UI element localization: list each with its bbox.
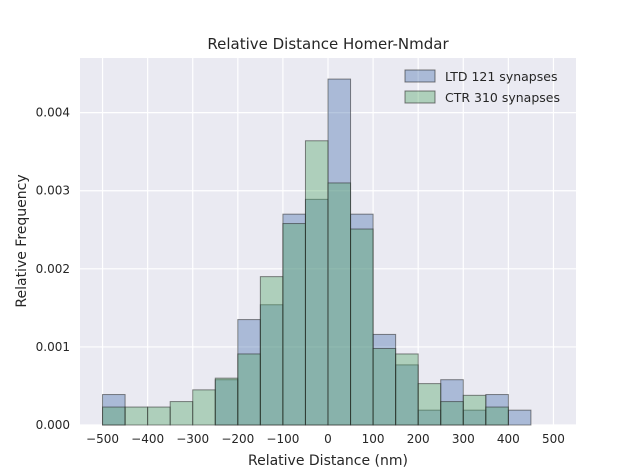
legend-swatch-ctr [404, 90, 436, 104]
bar-series1-bin3 [169, 401, 194, 426]
bar-series1-bin1 [124, 406, 149, 426]
bar-series1-bin10 [327, 182, 352, 426]
x-tick-label-6: 100 [362, 432, 385, 446]
x-axis-title: Relative Distance (nm) [248, 453, 408, 469]
legend-label-ctr: CTR 310 synapses [445, 90, 560, 105]
y-tick-label-4: 0.004 [36, 106, 70, 120]
bar-series1-bin14 [417, 383, 442, 426]
legend-swatch-ltd [404, 69, 436, 83]
bar-series1-bin11 [350, 228, 374, 426]
x-tick-label-1: −400 [131, 432, 164, 446]
bar-series0-bin18 [507, 409, 532, 426]
bar-series1-bin6 [237, 353, 261, 426]
x-tick-label-2: −300 [176, 432, 209, 446]
legend-label-ltd: LTD 121 synapses [445, 69, 557, 84]
legend: LTD 121 synapses CTR 310 synapses [404, 69, 560, 105]
y-tick-label-1: 0.001 [36, 340, 70, 354]
y-tick-label-3: 0.003 [36, 184, 70, 198]
histogram-bars [102, 78, 532, 426]
y-tick-label-2: 0.002 [36, 262, 70, 276]
bar-series1-bin13 [395, 353, 419, 426]
bar-series1-bin9 [304, 140, 329, 426]
bar-series1-bin2 [147, 406, 171, 426]
x-tick-label-9: 400 [497, 432, 520, 446]
bar-series1-bin8 [282, 223, 306, 426]
bar-series1-bin12 [372, 347, 397, 426]
x-tick-label-0: −500 [86, 432, 119, 446]
x-tick-label-3: −200 [221, 432, 254, 446]
x-tick-label-7: 200 [407, 432, 430, 446]
y-tick-labels: 0.000 0.001 0.002 0.003 0.004 [36, 106, 70, 432]
x-tick-label-5: 0 [324, 432, 332, 446]
bar-series1-bin15 [440, 401, 464, 426]
y-axis-title: Relative Frequency [14, 174, 30, 307]
bar-series1-bin0 [102, 406, 126, 426]
bar-series1-bin7 [259, 276, 284, 426]
bar-series1-bin17 [485, 406, 509, 426]
x-tick-labels: −500 −400 −300 −200 −100 0 100 200 300 400 500 [86, 432, 565, 446]
bar-series1-bin4 [192, 389, 216, 426]
x-tick-label-8: 300 [452, 432, 475, 446]
y-tick-label-0: 0.000 [36, 418, 70, 432]
chart-title: Relative Distance Homer-Nmdar [207, 35, 449, 53]
bar-series1-bin16 [462, 394, 487, 426]
x-tick-label-10: 500 [542, 432, 565, 446]
x-tick-label-4: −100 [266, 432, 299, 446]
bar-series1-bin5 [214, 377, 239, 426]
